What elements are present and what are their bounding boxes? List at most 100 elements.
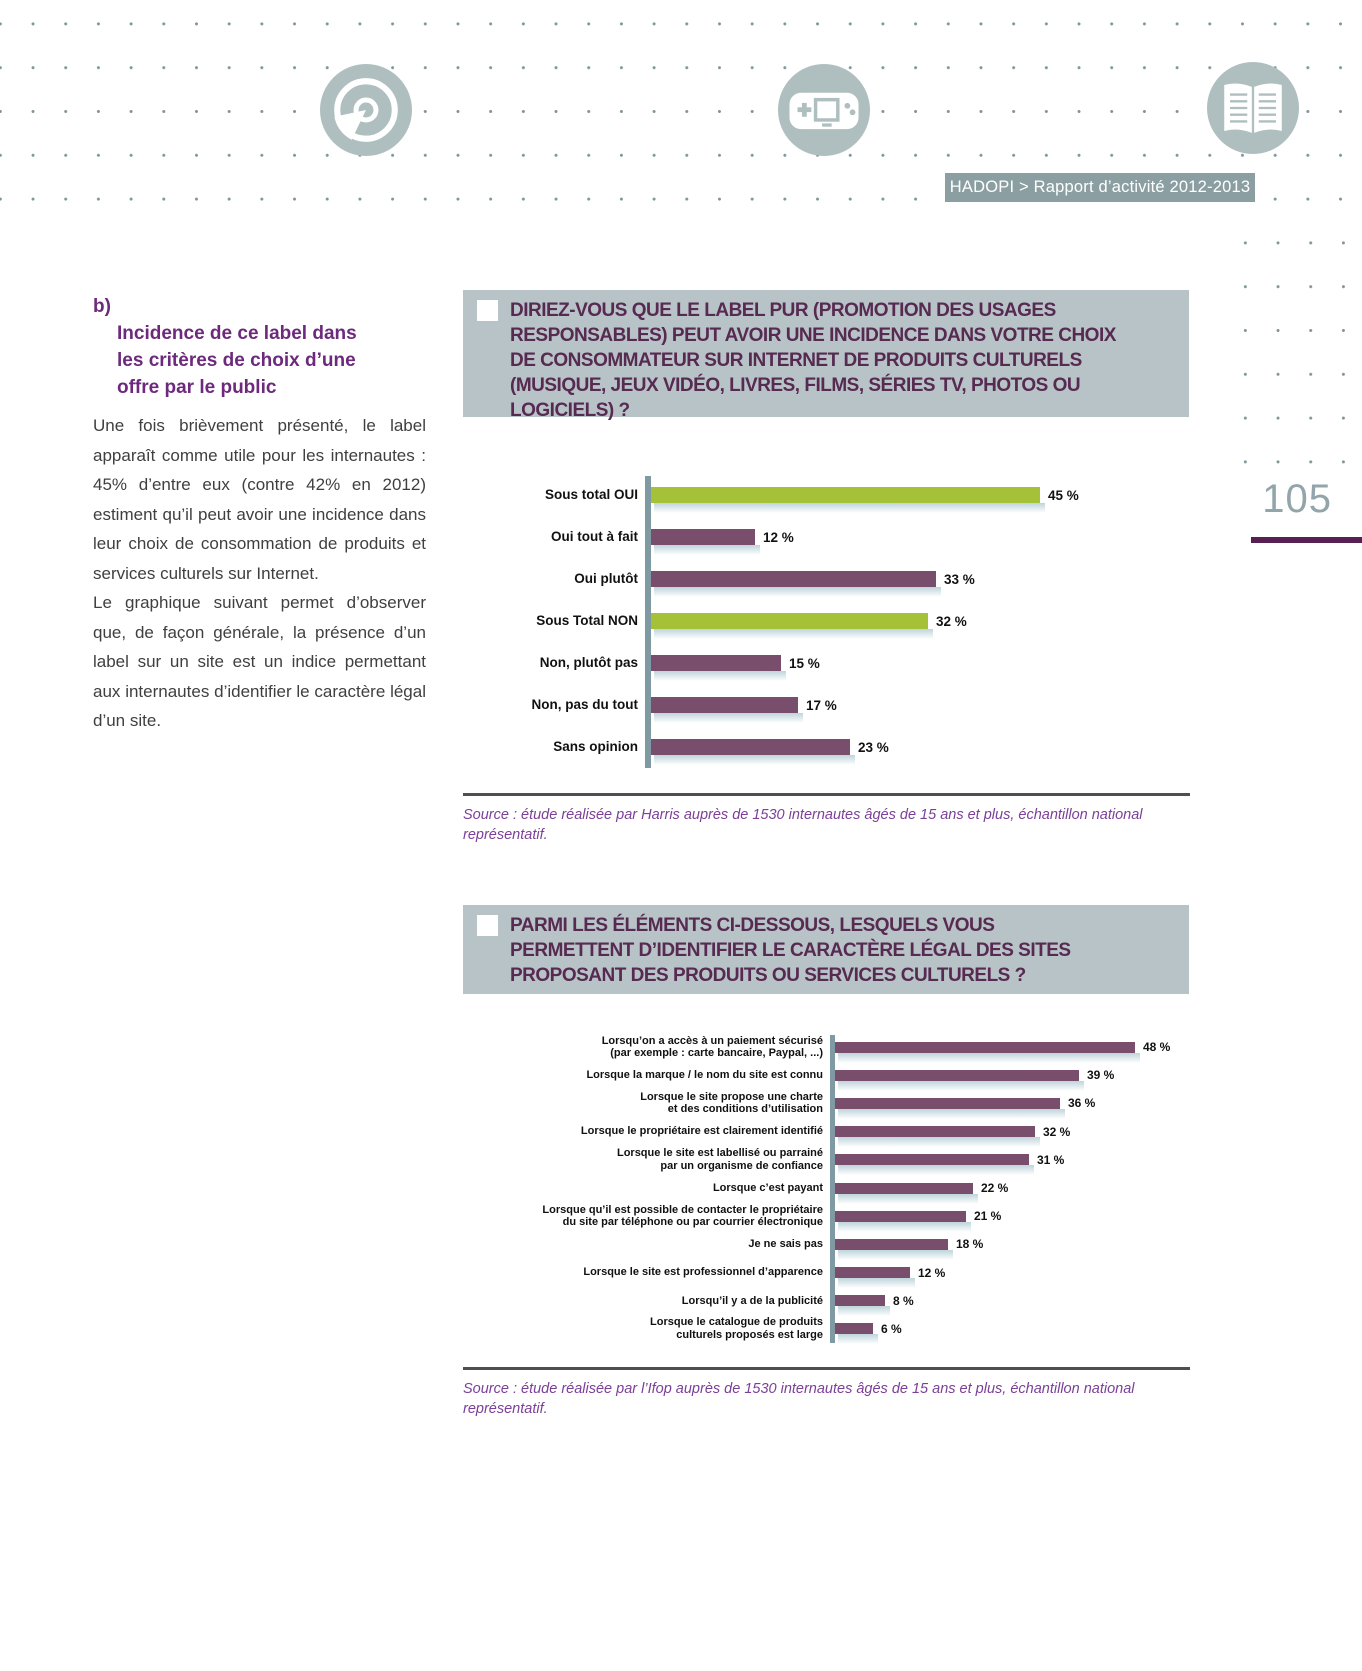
source-note-1: Source : étude réalisée par Harris auprè… xyxy=(463,807,1143,843)
chart-row: Lorsque c’est payant 22 % xyxy=(463,1174,1243,1204)
category-label: Lorsque le site est labellisé ou parrain… xyxy=(616,1147,823,1172)
game-console-icon xyxy=(778,64,870,156)
bar xyxy=(835,1069,1084,1091)
chart-row: Lorsqu’on a accès à un paiement sécurisé… xyxy=(463,1033,1243,1063)
article-column: b) Incidence de ce label dans les critère… xyxy=(93,293,426,736)
category-label: Lorsque le site propose une charte et de… xyxy=(640,1090,823,1116)
value-label: 12 % xyxy=(918,1265,946,1280)
article-paragraph: Le graphique suivant permet d’observer q… xyxy=(93,593,426,730)
chart-row: Oui plutôt 33 % xyxy=(463,558,1223,600)
category-label: Lorsque c’est payant xyxy=(712,1181,823,1194)
question-block-1: DIRIEZ-VOUS QUE LE LABEL PUR (PROMOTION … xyxy=(463,290,1189,421)
value-label: 8 % xyxy=(893,1293,914,1308)
question-title-1: DIRIEZ-VOUS QUE LE LABEL PUR (PROMOTION … xyxy=(510,300,1116,421)
chart-row: Sous total OUI 45 % xyxy=(463,474,1223,516)
section-heading-prefix: b) xyxy=(93,296,111,317)
value-label: 15 % xyxy=(789,655,820,671)
article-paragraph: Une fois brièvement présenté, le label a… xyxy=(93,416,426,583)
bar xyxy=(835,1126,1040,1148)
chart-row: Oui tout à fait 12 % xyxy=(463,516,1223,558)
open-book-icon xyxy=(1207,62,1299,154)
game-console-icon-glyph xyxy=(789,92,859,130)
header-badge: HADOPI > Rapport d’activité 2012-2013 xyxy=(945,173,1255,202)
question-title-2: PARMI LES ÉLÉMENTS CI-DESSOUS, LESQUELS … xyxy=(510,915,1071,986)
bar xyxy=(835,1097,1065,1119)
chart-axis xyxy=(830,1035,835,1343)
bar-highlight xyxy=(651,487,1045,513)
category-label: Lorsque la marque / le nom du site est c… xyxy=(586,1069,823,1082)
category-label: Je ne sais pas xyxy=(748,1238,823,1251)
cd-icon xyxy=(320,64,412,156)
page-number: 105 xyxy=(1262,477,1332,521)
bar xyxy=(835,1295,890,1317)
source-note-2: Source : étude réalisée par l’Ifop auprè… xyxy=(463,1381,1135,1417)
category-label: Lorsque le propriétaire est clairement i… xyxy=(580,1125,823,1138)
question-block-2: PARMI LES ÉLÉMENTS CI-DESSOUS, LESQUELS … xyxy=(463,905,1189,994)
category-label: Oui plutôt xyxy=(574,571,638,586)
category-label: Lorsque le site est professionnel d’appa… xyxy=(583,1266,823,1279)
chart-row: Lorsque le site est labellisé ou parrain… xyxy=(463,1146,1243,1176)
bar-highlight xyxy=(651,613,933,639)
chart-row: Lorsque le catalogue de produits culture… xyxy=(463,1315,1243,1345)
value-label: 12 % xyxy=(763,529,794,545)
bar xyxy=(835,1210,971,1232)
bar xyxy=(835,1154,1034,1176)
category-label: Sous Total NON xyxy=(536,613,638,628)
section-heading-text: Incidence de ce label dans les critères … xyxy=(117,323,357,398)
value-label: 17 % xyxy=(806,697,837,713)
bar xyxy=(835,1267,915,1289)
source-divider-1 xyxy=(463,793,1190,796)
value-label: 32 % xyxy=(936,613,967,629)
bar xyxy=(835,1041,1140,1063)
category-label: Lorsqu’on a accès à un paiement sécurisé… xyxy=(601,1034,823,1060)
category-label: Non, plutôt pas xyxy=(539,655,638,670)
incidence-chart: Sous total OUI 45 % Oui tout à fait 12 % Oui… xyxy=(463,474,1223,770)
value-label: 39 % xyxy=(1087,1068,1115,1083)
square-bullet-icon xyxy=(477,300,498,321)
section-heading: b) Incidence de ce label dans les critère… xyxy=(93,293,426,401)
page-number-rule xyxy=(1251,537,1362,543)
category-label: Lorsque le catalogue de produits culture… xyxy=(650,1316,823,1341)
chart-row: Lorsque la marque / le nom du site est c… xyxy=(463,1061,1243,1091)
chart-axis xyxy=(645,476,651,768)
value-label: 45 % xyxy=(1048,487,1079,503)
value-label: 18 % xyxy=(956,1237,984,1252)
legality-criteria-chart: Lorsqu’on a accès à un paiement sécurisé… xyxy=(463,1033,1243,1347)
chart-row: Lorsque le site est professionnel d’appa… xyxy=(463,1259,1243,1289)
chart-row: Non, plutôt pas 15 % xyxy=(463,642,1223,684)
bar xyxy=(835,1323,878,1345)
bar xyxy=(651,571,941,597)
value-label: 48 % xyxy=(1143,1040,1171,1055)
value-label: 33 % xyxy=(944,571,975,587)
value-label: 21 % xyxy=(974,1209,1002,1224)
open-book-icon-glyph xyxy=(1224,83,1282,133)
chart-row: Lorsque le site propose une charte et de… xyxy=(463,1089,1243,1119)
value-label: 31 % xyxy=(1037,1152,1065,1167)
bar xyxy=(651,529,760,555)
value-label: 6 % xyxy=(881,1321,902,1336)
dot-grid-right xyxy=(1229,221,1360,484)
bar xyxy=(835,1182,978,1204)
source-divider-2 xyxy=(463,1367,1190,1370)
value-label: 22 % xyxy=(981,1181,1009,1196)
category-label: Oui tout à fait xyxy=(551,529,638,544)
cd-icon-glyph xyxy=(334,78,398,142)
category-label: Lorsque qu’il est possible de contacter … xyxy=(542,1203,823,1229)
category-label: Sous total OUI xyxy=(544,487,638,502)
value-label: 32 % xyxy=(1043,1124,1071,1139)
square-bullet-icon xyxy=(477,915,498,936)
bar xyxy=(651,739,855,765)
value-label: 36 % xyxy=(1068,1096,1096,1111)
value-label: 23 % xyxy=(858,739,889,755)
chart-row: Je ne sais pas 18 % xyxy=(463,1230,1243,1260)
bar xyxy=(651,697,803,723)
category-label: Sans opinion xyxy=(553,739,638,754)
chart-row: Lorsque le propriétaire est clairement i… xyxy=(463,1118,1243,1148)
chart-row: Sous Total NON 32 % xyxy=(463,600,1223,642)
chart-row: Non, pas du tout 17 % xyxy=(463,684,1223,726)
chart-row: Lorsque qu’il est possible de contacter … xyxy=(463,1202,1243,1232)
bar xyxy=(651,655,786,681)
bar xyxy=(835,1238,953,1260)
chart-row: Lorsqu’il y a de la publicité 8 % xyxy=(463,1287,1243,1317)
